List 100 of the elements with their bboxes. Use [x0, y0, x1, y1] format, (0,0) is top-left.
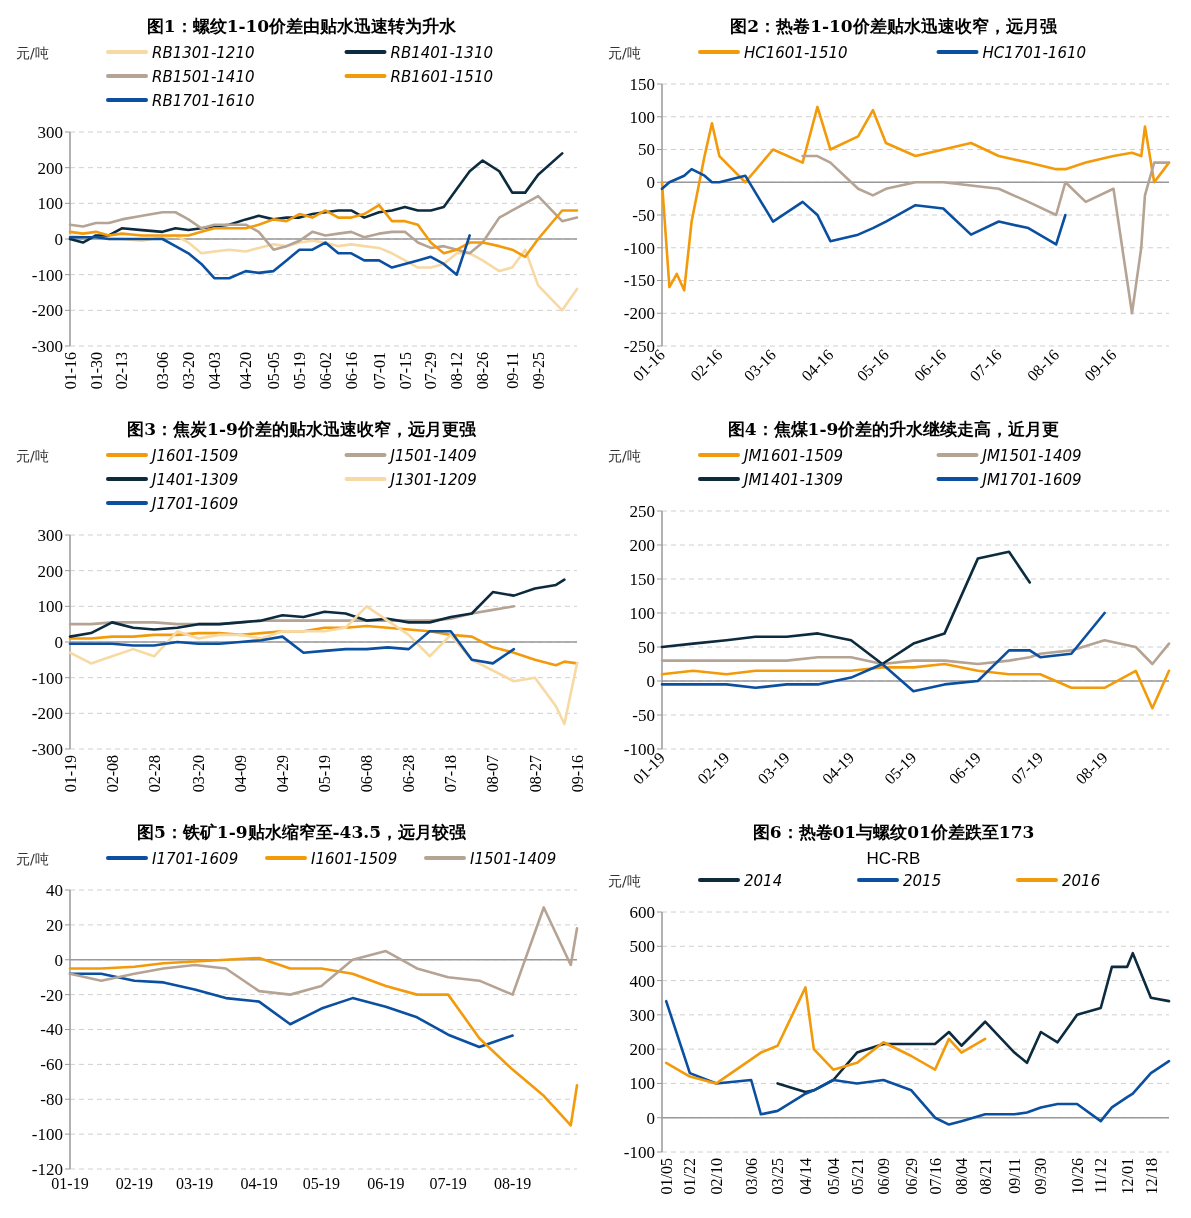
legend-label: RB1501-1410 [152, 68, 255, 86]
x-tick-label: 04-20 [237, 352, 255, 390]
y-tick-label: 50 [638, 637, 655, 657]
y-tick-label: -50 [632, 705, 655, 725]
y-tick-label: -100 [31, 265, 63, 285]
legend-label: 2015 [903, 872, 942, 890]
legend-label: J1301-1209 [387, 471, 477, 489]
y-tick-label: 0 [54, 950, 63, 970]
y-tick-label: 0 [54, 229, 63, 249]
y-tick-label: 500 [629, 937, 655, 957]
x-tick-label: 08-19 [493, 1175, 532, 1192]
y-tick-label: -200 [31, 301, 63, 321]
y-axis-title: 元/吨 [16, 448, 49, 464]
legend-label: J1701-1609 [149, 495, 239, 513]
legend-label: I1601-1509 [311, 850, 398, 868]
line-series [68, 630, 516, 665]
line-series [660, 105, 1171, 292]
x-tick-label: 05-05 [265, 352, 283, 390]
line-series [68, 906, 579, 996]
x-tick-label: 08-27 [526, 755, 544, 793]
y-tick-label: -100 [623, 1142, 655, 1162]
y-tick-label: 20 [46, 915, 63, 935]
y-tick-label: 400 [629, 971, 655, 991]
y-tick-label: -100 [31, 668, 63, 688]
y-axis-title: 元/吨 [16, 45, 49, 61]
y-tick-label: 200 [37, 158, 63, 178]
x-tick-label: 04-19 [240, 1175, 278, 1192]
y-tick-label: -300 [31, 739, 63, 759]
legend-label: J1501-1409 [387, 447, 477, 465]
x-tick-label: 08-12 [448, 352, 466, 390]
x-tick-label: 01-30 [87, 352, 105, 390]
line-series [68, 972, 514, 1049]
line-series [801, 154, 1171, 315]
x-tick-label: 05/04 [824, 1158, 842, 1195]
x-tick-label: 08/21 [976, 1158, 994, 1195]
x-tick-label: 07-18 [442, 755, 460, 793]
y-axis-title: 元/吨 [608, 448, 641, 464]
x-tick-label: 03/06 [742, 1158, 760, 1195]
line-series [68, 956, 579, 1127]
chart-title: 图1：螺纹1-10价差由贴水迅速转为升水 [146, 16, 458, 36]
y-tick-label: 600 [629, 902, 655, 922]
y-tick-label: 50 [638, 140, 655, 160]
y-tick-label: 40 [46, 880, 63, 900]
x-tick-label: 02-13 [113, 352, 131, 390]
legend-label: JM1701-1609 [979, 471, 1082, 489]
x-tick-label: 06-08 [358, 755, 376, 793]
x-tick-label: 09/30 [1032, 1158, 1050, 1195]
line-series [68, 605, 579, 726]
y-tick-label: -100 [623, 238, 655, 258]
x-tick-label: 12/01 [1118, 1158, 1136, 1195]
x-tick-label: 02-19 [115, 1175, 154, 1192]
legend-label: RB1601-1510 [390, 68, 493, 86]
line-series [660, 611, 1106, 693]
x-tick-label: 03-20 [189, 755, 207, 793]
y-tick-label: 0 [54, 632, 63, 652]
y-tick-label: 250 [629, 501, 655, 521]
x-tick-label: 01/05 [657, 1158, 675, 1195]
y-tick-label: 300 [37, 525, 63, 545]
y-tick-label: 200 [629, 535, 655, 555]
y-tick-label: -50 [632, 205, 655, 225]
x-tick-label: 04-09 [232, 755, 249, 793]
x-tick-label: 05-19 [316, 755, 334, 793]
y-tick-label: -20 [40, 985, 63, 1005]
y-tick-label: 300 [37, 122, 63, 142]
y-tick-label: -100 [31, 1125, 63, 1145]
x-tick-label: 02-28 [145, 755, 163, 793]
chart-subtitle: HC-RB [866, 849, 921, 868]
x-tick-label: 06-19 [367, 1175, 405, 1192]
line-series [68, 203, 579, 259]
x-tick-label: 07/16 [926, 1158, 944, 1195]
x-tick-label: 08-26 [474, 352, 492, 390]
x-tick-label: 09/11 [1005, 1158, 1023, 1194]
x-tick-label: 01-19 [61, 755, 79, 793]
x-tick-label: 11/12 [1092, 1158, 1110, 1194]
legend-label: RB1701-1610 [152, 92, 255, 110]
y-tick-label: 300 [629, 1005, 655, 1025]
x-tick-label: 03/25 [769, 1158, 787, 1195]
y-axis-title: 元/吨 [608, 45, 641, 61]
x-tick-label: 07-01 [370, 352, 388, 390]
legend-label: J1401-1309 [149, 471, 239, 489]
y-tick-label: 200 [629, 1040, 655, 1060]
legend-label: I1701-1609 [152, 850, 239, 868]
y-tick-label: 100 [37, 194, 63, 214]
legend-label: JM1601-1509 [741, 447, 844, 465]
y-tick-label: 150 [629, 74, 655, 94]
legend-label: HC1601-1510 [744, 44, 848, 62]
line-series [660, 662, 1171, 710]
x-tick-label: 09-25 [529, 352, 547, 390]
legend-label: 2016 [1062, 872, 1101, 890]
x-tick-label: 06/29 [902, 1158, 920, 1195]
y-tick-label: 100 [629, 1074, 655, 1094]
x-tick-label: 06-16 [342, 352, 360, 390]
x-tick-label: 05/21 [848, 1158, 866, 1195]
x-tick-label: 01/22 [681, 1158, 699, 1195]
chart-title: 图2：热卷1-10价差贴水迅速收窄，远月强 [730, 16, 1058, 36]
y-tick-label: -100 [623, 739, 655, 759]
y-tick-label: 0 [646, 173, 655, 193]
legend-label: JM1401-1309 [741, 471, 844, 489]
y-tick-label: -200 [31, 704, 63, 724]
y-tick-label: -150 [623, 271, 655, 291]
